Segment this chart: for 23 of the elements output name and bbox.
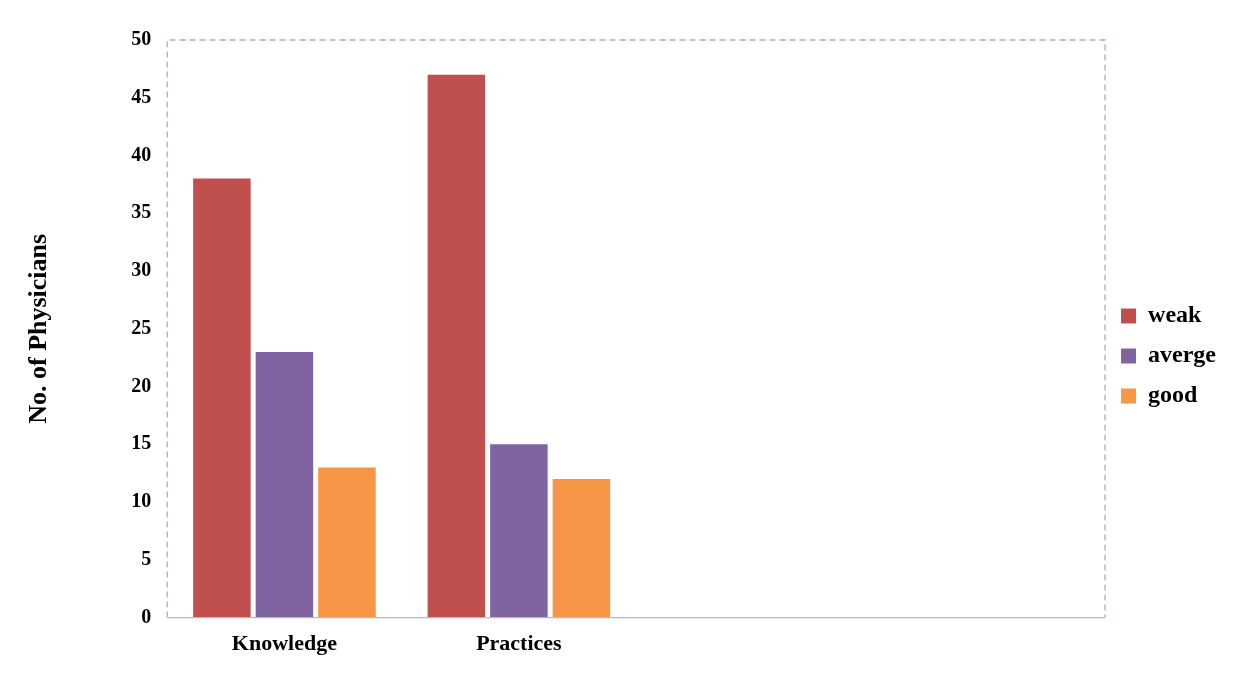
legend-label: weak (1148, 301, 1203, 328)
y-tick-label: 50 (131, 27, 152, 50)
y-tick-label: 10 (131, 489, 152, 512)
bar (490, 444, 548, 618)
y-tick-label: 5 (141, 547, 152, 570)
bar (255, 351, 314, 618)
legend-label: good (1148, 381, 1199, 408)
y-tick-label: 45 (131, 84, 152, 107)
y-tick-label: 30 (131, 258, 152, 281)
x-tick-label: Practices (476, 630, 563, 656)
y-tick-label: 20 (131, 373, 152, 396)
y-tick-label: 40 (131, 142, 152, 165)
y-tick-label: 15 (131, 431, 152, 454)
legend-label: averge (1148, 341, 1217, 368)
y-axis-title: No. of Physicians (23, 233, 53, 424)
bar (552, 478, 611, 618)
y-tick-label: 35 (131, 200, 152, 223)
y-tick-label: 0 (141, 604, 152, 627)
bar (193, 178, 251, 618)
x-tick-label: Knowledge (231, 630, 338, 656)
bar (427, 74, 486, 618)
y-tick-label: 25 (131, 315, 152, 338)
bar (318, 467, 376, 618)
